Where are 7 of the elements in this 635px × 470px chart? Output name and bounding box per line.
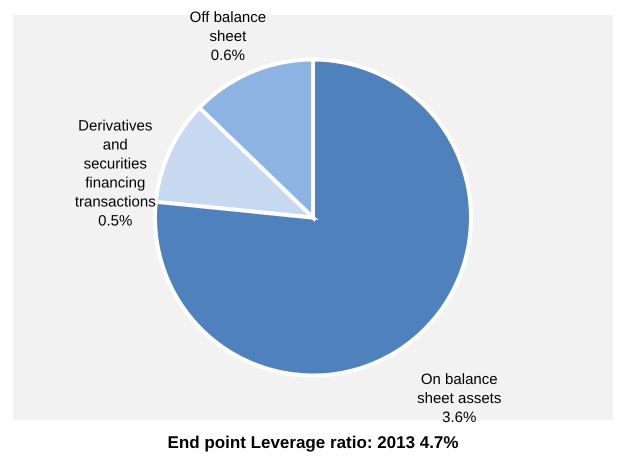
data-label: 0.6% (210, 46, 245, 64)
data-label: 0.5% (98, 212, 132, 230)
data-label: 3.6% (442, 409, 476, 426)
slice-label: On balance sheet assets (417, 371, 502, 408)
slice-label: Derivatives and securities financing transactions (74, 118, 156, 211)
slice-label: Off balance sheet (190, 8, 266, 45)
text: End point Leverage ratio: 2013 4.7% (168, 433, 458, 452)
